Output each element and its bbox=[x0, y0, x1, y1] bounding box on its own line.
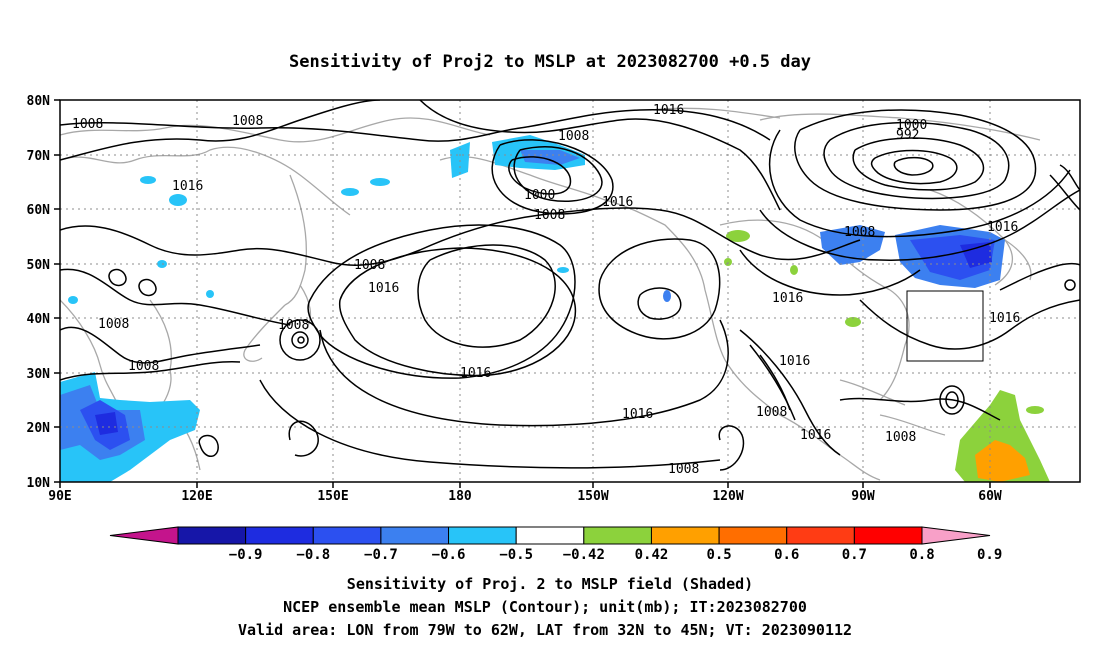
contour-label: 1016 bbox=[653, 103, 684, 118]
colorbar-tick-label: −0.7 bbox=[364, 547, 398, 563]
contour-label: 1008 bbox=[844, 225, 875, 240]
colorbar-tick-label: 0.9 bbox=[977, 547, 1002, 563]
contour-label: 1008 bbox=[72, 117, 103, 132]
contour-label: 1008 bbox=[98, 317, 129, 332]
contour-label: 1008 bbox=[232, 114, 263, 129]
valid-area-box bbox=[906, 290, 984, 362]
colorbar-tick-label: −0.8 bbox=[296, 547, 330, 563]
colorbar-segment bbox=[312, 526, 382, 545]
contour-label: 1016 bbox=[987, 220, 1018, 235]
colorbar-tick-label: 0.6 bbox=[774, 547, 799, 563]
lat-label: 70N bbox=[27, 149, 51, 164]
colorbar-segment bbox=[177, 526, 247, 545]
contour-labels: 1008 1008 1016 1008 1000 1008 1016 1016 … bbox=[72, 103, 1020, 477]
contour-label: 1008 bbox=[668, 462, 699, 477]
positive-sensitivity-shading bbox=[724, 230, 1050, 482]
contour-label: 1000 bbox=[524, 188, 555, 203]
contour-label: 1008 bbox=[534, 208, 565, 223]
lat-label: 40N bbox=[27, 312, 51, 327]
colorbar-segment bbox=[853, 526, 923, 545]
contour-label: 1016 bbox=[460, 366, 491, 381]
colorbar-tick-label: 0.5 bbox=[706, 547, 731, 563]
contour-label: 992 bbox=[896, 128, 919, 143]
lat-label: 80N bbox=[27, 94, 51, 109]
lon-label: 120E bbox=[181, 489, 212, 504]
contour-label: 1016 bbox=[800, 428, 831, 443]
colorbar-segment bbox=[650, 526, 720, 545]
colorbar-over-triangle bbox=[921, 526, 991, 545]
contour-label: 1016 bbox=[622, 407, 653, 422]
colorbar-segment bbox=[718, 526, 788, 545]
contour-label: 1008 bbox=[885, 430, 916, 445]
negative-sensitivity-shading bbox=[60, 135, 1005, 482]
map-title: Sensitivity of Proj2 to MSLP at 20230827… bbox=[289, 52, 811, 72]
colorbar-tick-label: −0.42 bbox=[563, 547, 605, 563]
caption-line-1: Sensitivity of Proj. 2 to MSLP field (Sh… bbox=[347, 575, 753, 593]
captions: Sensitivity of Proj. 2 to MSLP field (Sh… bbox=[238, 575, 852, 639]
graticule bbox=[60, 100, 1080, 482]
colorbar-segment bbox=[380, 526, 450, 545]
lon-label: 180 bbox=[448, 489, 472, 504]
colorbar-segment bbox=[583, 526, 652, 545]
tick-marks bbox=[54, 99, 991, 488]
contour-label: 1000 bbox=[896, 118, 927, 133]
colorbar-tick-label: 0.42 bbox=[635, 547, 669, 563]
contour-label: 1016 bbox=[989, 311, 1020, 326]
lon-label: 150W bbox=[577, 489, 608, 504]
colorbar-tick-label: −0.9 bbox=[229, 547, 263, 563]
lat-label: 30N bbox=[27, 367, 51, 382]
caption-line-3: Valid area: LON from 79W to 62W, LAT fro… bbox=[238, 621, 852, 639]
colorbar-tick-label: 0.8 bbox=[909, 547, 934, 563]
contour-label: 1008 bbox=[128, 359, 159, 374]
contour-label: 1008 bbox=[278, 318, 309, 333]
lat-label: 50N bbox=[27, 258, 51, 273]
contour-label: 1008 bbox=[558, 129, 589, 144]
lon-label: 120W bbox=[712, 489, 743, 504]
colorbar-segment bbox=[245, 526, 314, 545]
colorbar-tick-label: −0.5 bbox=[499, 547, 533, 563]
lat-label: 20N bbox=[27, 421, 51, 436]
lon-label: 90W bbox=[851, 489, 875, 504]
contour-label: 1008 bbox=[354, 258, 385, 273]
contour-label: 1016 bbox=[172, 179, 203, 194]
contour-label: 1016 bbox=[779, 354, 810, 369]
map-frame bbox=[59, 99, 1081, 483]
colorbar-under-triangle bbox=[109, 526, 179, 545]
colorbar-segment bbox=[786, 526, 855, 545]
contour-label: 1016 bbox=[772, 291, 803, 306]
lon-label: 150E bbox=[317, 489, 348, 504]
mslp-contours bbox=[60, 100, 1080, 471]
lat-label: 60N bbox=[27, 203, 51, 218]
lon-label: 60W bbox=[978, 489, 1002, 504]
colorbar-segment bbox=[515, 526, 585, 545]
longitude-labels: 90E 120E 150E 180 150W 120W 90W 60W bbox=[48, 489, 1002, 504]
lon-label: 90E bbox=[48, 489, 71, 504]
contour-label: 1016 bbox=[368, 281, 399, 296]
contour-label: 1016 bbox=[602, 195, 633, 210]
lat-label: 10N bbox=[27, 476, 51, 491]
colorbar-tick-label: 0.7 bbox=[842, 547, 867, 563]
colorbar bbox=[109, 526, 991, 545]
latitude-labels: 80N 70N 60N 50N 40N 30N 20N 10N bbox=[27, 94, 51, 491]
contour-label: 1008 bbox=[756, 405, 787, 420]
colorbar-segment bbox=[448, 526, 517, 545]
colorbar-tick-labels: −0.9 −0.8 −0.7 −0.6 −0.5 −0.42 0.42 0.5 0.6 0.7 0.… bbox=[229, 547, 1003, 563]
caption-line-2: NCEP ensemble mean MSLP (Contour); unit(… bbox=[283, 598, 807, 616]
colorbar-tick-label: −0.6 bbox=[432, 547, 466, 563]
map-plot-area: 1008 1008 1016 1008 1000 1008 1016 1016 … bbox=[60, 100, 1080, 482]
